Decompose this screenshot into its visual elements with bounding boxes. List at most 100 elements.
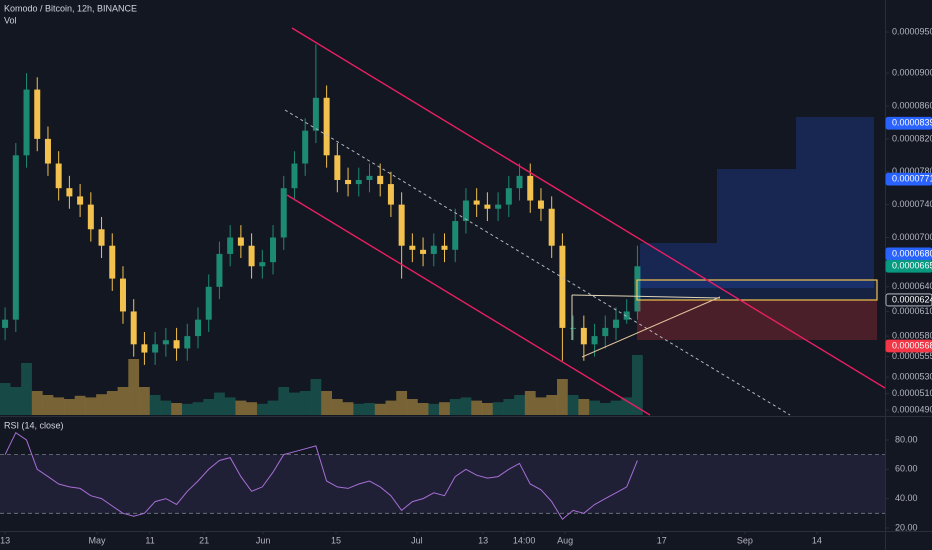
volume-bar <box>364 403 375 415</box>
price-badge-label: 0.0000568 <box>892 340 932 350</box>
channel-upper <box>291 27 886 389</box>
price-badge-label: 0.0000665 <box>892 261 932 271</box>
volume-bar <box>53 397 65 415</box>
candle-body <box>55 163 62 189</box>
volume-bar <box>331 399 343 415</box>
candle-body <box>44 138 51 164</box>
rsi-line <box>4 431 638 520</box>
volume-bar <box>610 400 622 415</box>
y-tick-label: 0.0000820 <box>892 133 932 143</box>
x-tick-label: 15 <box>331 535 341 545</box>
volume-bar <box>74 395 86 415</box>
volume-bar <box>246 402 257 415</box>
candle-body <box>152 344 159 353</box>
candle-body <box>77 196 84 205</box>
x-tick-label: 14:00 <box>513 535 536 545</box>
volume-bar <box>396 391 408 415</box>
volume-bar <box>449 399 461 415</box>
volume-bar <box>31 391 43 415</box>
x-tick-label: 11 <box>145 535 154 545</box>
channel-lower <box>286 194 651 416</box>
volume-bar <box>514 395 525 415</box>
volume-bar <box>214 392 225 415</box>
x-tick-label: 13 <box>0 535 10 545</box>
candle-body <box>205 286 212 320</box>
y-tick-label: 40.00 <box>895 493 918 503</box>
candle-body <box>398 204 405 246</box>
volume-bar <box>63 399 75 415</box>
price-badge-label: 0.0000771 <box>892 174 932 184</box>
volume-bar <box>299 391 311 415</box>
candle-body <box>612 319 619 328</box>
candle-body <box>141 344 148 353</box>
candle-body <box>580 327 587 345</box>
candle-body <box>570 327 577 329</box>
drawings <box>284 27 886 416</box>
candle-body <box>291 163 298 189</box>
candle-body <box>2 319 9 328</box>
volume-bar <box>417 403 429 415</box>
candle-body <box>505 188 512 205</box>
volume-bar <box>524 391 536 415</box>
candle-body <box>452 221 459 250</box>
volume-bar <box>96 394 107 415</box>
candle-body <box>495 204 502 209</box>
candle-body <box>130 311 137 345</box>
volume-bar <box>599 403 611 415</box>
candle-body <box>527 175 534 201</box>
volume-bar <box>428 403 440 415</box>
rsi-title: RSI (14, close) <box>4 420 64 430</box>
volume-bar <box>192 402 204 415</box>
volume-bar <box>171 403 182 415</box>
candle-body <box>280 188 287 238</box>
entry-box <box>636 279 878 301</box>
volume-bar <box>21 363 32 415</box>
candle-body <box>559 245 566 328</box>
volume-bar <box>310 379 322 415</box>
candle-body <box>109 245 116 279</box>
candle-body <box>345 179 352 185</box>
candle-body <box>473 200 480 205</box>
y-tick-label: 0.0000610 <box>892 306 932 316</box>
channel-mid <box>284 109 791 416</box>
volume-bar <box>567 395 579 415</box>
triangle-upper <box>571 294 721 299</box>
volume-bar <box>203 399 215 415</box>
candle-body <box>119 278 126 312</box>
price-badge-label: 0.0000839 <box>892 118 932 128</box>
candle-body <box>312 97 319 131</box>
candle-body <box>602 327 609 337</box>
x-tick-label: 17 <box>657 535 667 545</box>
volume-bar <box>321 391 333 415</box>
candle-body <box>623 311 630 320</box>
y-tick-label: 0.0000780 <box>892 166 932 176</box>
target-box <box>717 169 796 288</box>
volume-bar <box>128 359 140 415</box>
candle-body <box>441 245 448 250</box>
candle-body <box>184 336 191 349</box>
volume-bar <box>578 399 590 415</box>
y-tick-label: 60.00 <box>895 464 918 474</box>
volume-bar <box>632 355 643 415</box>
y-tick-label: 0.0000530 <box>892 372 932 382</box>
candle-body <box>12 155 19 320</box>
y-tick-label: 0.0000860 <box>892 100 932 110</box>
x-tick-label: 14 <box>812 535 822 545</box>
volume-bar <box>557 379 568 415</box>
volume-bar <box>471 400 483 415</box>
y-tick-label: 0.0000640 <box>892 281 932 291</box>
candle-body <box>537 200 544 209</box>
candle-body <box>270 237 277 263</box>
y-tick-label: 0.0000700 <box>892 232 932 242</box>
volume-bar <box>621 397 633 415</box>
volume-bar <box>149 395 161 415</box>
volume-bar <box>492 402 504 415</box>
price-badge <box>885 116 932 130</box>
volume-bar <box>235 400 247 415</box>
x-tick-label: Jun <box>256 535 271 545</box>
volume-bar <box>535 397 547 415</box>
candle-body <box>516 175 523 189</box>
candle-body <box>548 208 555 246</box>
